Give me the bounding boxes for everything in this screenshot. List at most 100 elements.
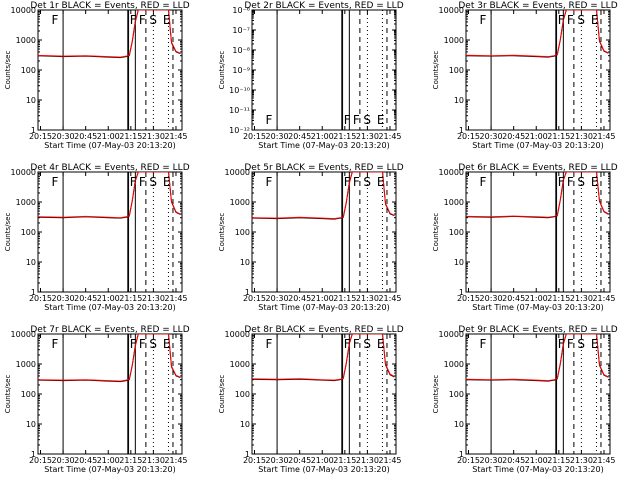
x-tick-label: 20:15 bbox=[457, 456, 480, 465]
marker-letter: F bbox=[353, 113, 360, 127]
x-tick-label: 21:15 bbox=[547, 456, 570, 465]
x-tick-label: 21:30 bbox=[142, 456, 165, 465]
y-tick-label: 10⁻¹⁰ bbox=[229, 86, 250, 95]
y-tick-label: 10 bbox=[26, 258, 36, 267]
y-tick-label: 100 bbox=[235, 390, 250, 399]
x-axis-label: Start Time (07-May-03 20:13:20) bbox=[258, 465, 389, 474]
marker-letter: F bbox=[567, 175, 574, 189]
y-tick-label: 10 bbox=[240, 420, 250, 429]
x-tick-label: 21:45 bbox=[378, 456, 401, 465]
y-tick-label: 1000 bbox=[444, 360, 464, 369]
x-axis-label: Start Time (07-May-03 20:13:20) bbox=[44, 141, 175, 150]
y-tick-label: 100 bbox=[21, 66, 36, 75]
marker-letter: F bbox=[344, 113, 351, 127]
y-tick-label: 10⁻⁶ bbox=[232, 6, 250, 15]
y-axis-label: Counts/sec bbox=[218, 213, 226, 252]
panel-title: Det 3r BLACK = Events, RED = LLD bbox=[458, 1, 617, 11]
y-axis-label: Counts/sec bbox=[4, 375, 12, 414]
x-tick-label: 20:30 bbox=[266, 294, 289, 303]
x-tick-label: 20:15 bbox=[29, 456, 52, 465]
y-tick-label: 1 bbox=[459, 288, 464, 297]
y-tick-label: 10⁻⁸ bbox=[232, 46, 250, 55]
x-tick-label: 20:30 bbox=[52, 456, 75, 465]
y-tick-label: 10000 bbox=[439, 168, 464, 177]
marker-letter: E bbox=[591, 13, 599, 27]
marker-letter: F bbox=[558, 13, 565, 27]
marker-letter: S bbox=[577, 337, 585, 351]
x-tick-label: 20:15 bbox=[29, 132, 52, 141]
y-tick-label: 10⁻¹² bbox=[229, 126, 250, 135]
x-axis-label: Start Time (07-May-03 20:13:20) bbox=[44, 465, 175, 474]
y-tick-label: 1000 bbox=[16, 198, 36, 207]
panel-title: Det 1r BLACK = Events, RED = LLD bbox=[30, 1, 189, 11]
marker-letter: S bbox=[577, 13, 585, 27]
plot-frame bbox=[251, 171, 397, 293]
panel-title: Det 2r BLACK = Events, RED = LLD bbox=[244, 1, 403, 11]
y-axis-label: Counts/sec bbox=[218, 375, 226, 414]
x-tick-label: 20:45 bbox=[502, 132, 525, 141]
y-tick-label: 100 bbox=[21, 390, 36, 399]
y-tick-label: 1 bbox=[459, 126, 464, 135]
marker-letter: F bbox=[558, 337, 565, 351]
marker-letter: F bbox=[266, 337, 273, 351]
marker-letter: E bbox=[377, 337, 385, 351]
x-tick-label: 21:15 bbox=[547, 294, 570, 303]
series-lld bbox=[38, 10, 181, 58]
marker-letter: E bbox=[591, 175, 599, 189]
y-tick-label: 10000 bbox=[11, 330, 36, 339]
y-tick-label: 1000 bbox=[230, 360, 250, 369]
y-tick-label: 100 bbox=[449, 390, 464, 399]
x-tick-label: 21:30 bbox=[356, 294, 379, 303]
x-tick-label: 21:00 bbox=[311, 132, 334, 141]
y-tick-label: 10000 bbox=[11, 168, 36, 177]
y-tick-label: 1 bbox=[459, 450, 464, 459]
x-tick-label: 20:30 bbox=[480, 132, 503, 141]
marker-letter: S bbox=[363, 175, 371, 189]
x-tick-label: 21:00 bbox=[311, 294, 334, 303]
marker-letter: S bbox=[149, 13, 157, 27]
x-tick-label: 21:15 bbox=[333, 132, 356, 141]
y-tick-label: 10000 bbox=[439, 330, 464, 339]
x-tick-label: 21:00 bbox=[525, 294, 548, 303]
y-tick-label: 100 bbox=[449, 66, 464, 75]
x-tick-label: 21:15 bbox=[119, 294, 142, 303]
marker-letter: E bbox=[591, 337, 599, 351]
y-tick-label: 1 bbox=[31, 126, 36, 135]
plot-frame bbox=[37, 9, 183, 131]
y-tick-label: 1 bbox=[31, 288, 36, 297]
y-tick-label: 1000 bbox=[444, 36, 464, 45]
marker-letter: F bbox=[480, 337, 487, 351]
x-tick-label: 20:15 bbox=[243, 456, 266, 465]
plot-frame bbox=[465, 171, 611, 293]
y-tick-label: 1000 bbox=[230, 198, 250, 207]
x-tick-label: 20:15 bbox=[243, 132, 266, 141]
x-tick-label: 21:00 bbox=[97, 294, 120, 303]
x-tick-label: 20:45 bbox=[288, 456, 311, 465]
y-axis-label: Counts/sec bbox=[4, 213, 12, 252]
y-tick-label: 1 bbox=[31, 450, 36, 459]
x-tick-label: 20:45 bbox=[74, 132, 97, 141]
y-tick-label: 10 bbox=[454, 96, 464, 105]
x-tick-label: 21:30 bbox=[570, 456, 593, 465]
x-tick-label: 21:30 bbox=[356, 456, 379, 465]
x-tick-label: 20:45 bbox=[502, 456, 525, 465]
y-tick-label: 100 bbox=[449, 228, 464, 237]
x-tick-label: 21:45 bbox=[164, 132, 187, 141]
marker-letter: E bbox=[377, 113, 385, 127]
marker-letter: F bbox=[353, 175, 360, 189]
y-tick-label: 10 bbox=[240, 258, 250, 267]
series-lld bbox=[252, 334, 395, 381]
series-lld bbox=[466, 334, 609, 382]
marker-letter: F bbox=[480, 175, 487, 189]
x-tick-label: 21:15 bbox=[119, 456, 142, 465]
x-tick-label: 21:30 bbox=[142, 294, 165, 303]
marker-letter: E bbox=[163, 13, 171, 27]
y-tick-label: 100 bbox=[235, 228, 250, 237]
x-tick-label: 21:45 bbox=[164, 294, 187, 303]
